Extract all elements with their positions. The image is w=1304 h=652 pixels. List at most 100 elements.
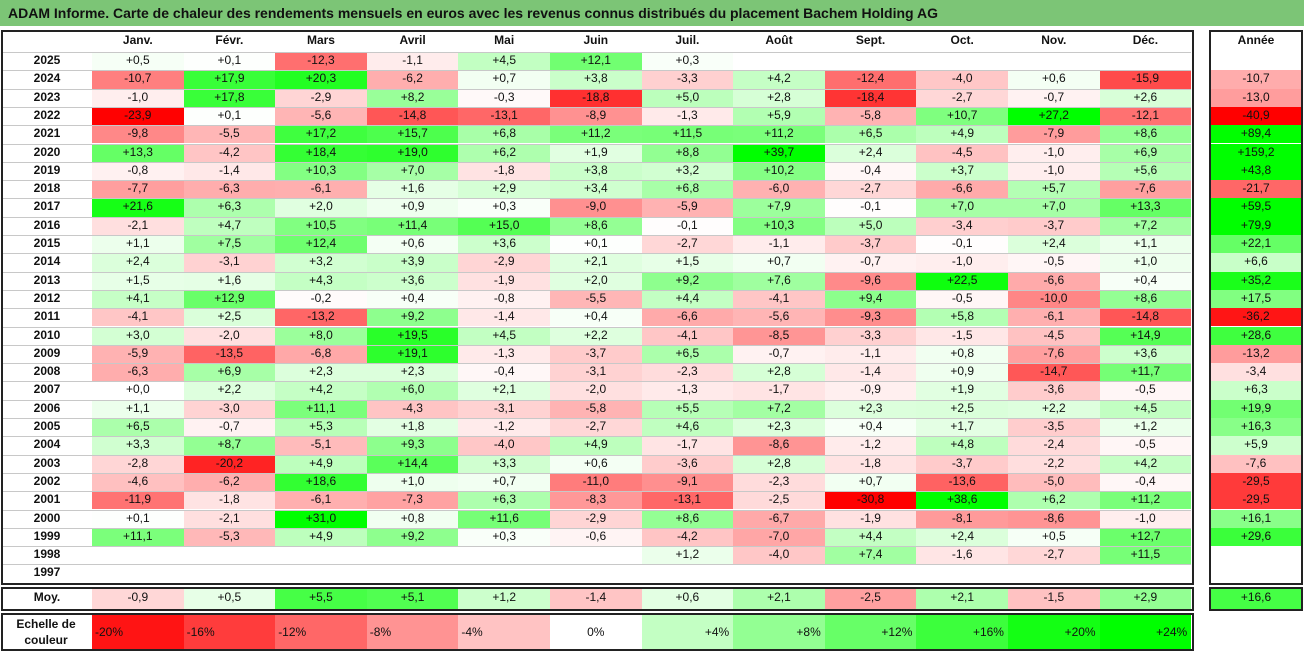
heatmap-cell: -6,7: [733, 509, 825, 528]
heatmap-cell: -4,0: [458, 436, 550, 455]
month-header: Juin: [583, 33, 609, 47]
month-header: Avril: [399, 33, 426, 47]
heatmap-cell: -8,6: [733, 436, 825, 455]
heatmap-cell: +5,9: [733, 106, 825, 126]
heatmap-cell: -0,1: [916, 235, 1008, 254]
year-label: 2015: [33, 236, 61, 250]
year-label: 2007: [33, 382, 61, 397]
heatmap-cell: +7,2: [733, 399, 825, 418]
heatmap-cell: +20,3: [275, 70, 367, 89]
heatmap-cell: [1008, 52, 1100, 71]
heatmap-cell: -6,3: [92, 363, 184, 382]
heatmap-cell: +1,2: [641, 546, 734, 565]
heatmap-cell: +0,4: [824, 418, 917, 437]
gridline: [2, 308, 1192, 310]
heatmap-cell: +2,3: [366, 363, 459, 382]
heatmap-cell: -1,0: [916, 253, 1008, 272]
year-label: 2009: [33, 345, 61, 360]
gridline: [2, 418, 1192, 419]
year-label: 2003: [33, 455, 61, 470]
heatmap-cell: -1,7: [641, 436, 734, 455]
heatmap-cell: -0,5: [916, 289, 1008, 309]
annual-cell: -21,7: [1211, 180, 1301, 199]
heatmap-cell: +3,0: [92, 326, 184, 345]
heatmap-cell: -1,6: [916, 546, 1008, 565]
annual-cell: +89,4: [1211, 125, 1301, 144]
gridline: [2, 454, 1192, 456]
heatmap-cell: -12,4: [824, 70, 917, 89]
gridline: [2, 564, 1192, 566]
heatmap-cell: [550, 564, 642, 583]
heatmap-cell: +8,6: [641, 509, 734, 528]
heatmap-cell: +4,5: [458, 326, 550, 345]
heatmap-cell: -3,1: [550, 363, 642, 382]
heatmap-cell: +1,9: [550, 143, 642, 162]
heatmap-cell: +8,8: [641, 143, 734, 162]
gridline: [2, 436, 1192, 438]
heatmap-cell: +14,9: [1099, 326, 1192, 345]
month-header: Août: [765, 33, 793, 47]
heatmap-cell: +2,8: [733, 363, 825, 382]
heatmap-cell: +5,3: [275, 418, 367, 437]
heatmap-cell: +18,6: [275, 472, 367, 492]
month-header: Janv.: [122, 33, 153, 47]
heatmap-cell: +1,2: [1099, 418, 1192, 437]
heatmap-cell: +31,0: [275, 509, 367, 528]
heatmap-cell: +1,7: [916, 418, 1008, 437]
gridline: [2, 399, 1192, 401]
heatmap-cell: +2,1: [458, 381, 550, 400]
heatmap-cell: -4,1: [92, 308, 184, 327]
heatmap-cell: +0,5: [1008, 527, 1100, 547]
heatmap-cell: +10,3: [733, 216, 825, 235]
heatmap-cell: -20,2: [183, 454, 276, 473]
heatmap-cell: -4,5: [916, 143, 1008, 162]
heatmap-cell: +4,4: [641, 289, 734, 309]
heatmap-cell: -2,3: [733, 472, 825, 492]
heatmap-cell: -7,0: [733, 527, 825, 547]
heatmap-cell: -13,6: [916, 472, 1008, 492]
year-label: 2021: [33, 126, 61, 141]
heatmap-cell: +13,3: [92, 143, 184, 162]
heatmap-cell: +6,8: [458, 125, 550, 144]
heatmap-cell: +3,8: [550, 70, 642, 89]
heatmap-cell: +4,2: [275, 381, 367, 400]
year-label: 1998: [33, 547, 61, 562]
heatmap-cell: +19,1: [366, 344, 459, 364]
heatmap-cell: -0,7: [824, 253, 917, 272]
year-label: 2014: [33, 254, 61, 269]
heatmap-cell: -9,8: [92, 125, 184, 144]
heatmap-cell: -23,9: [92, 106, 184, 126]
heatmap-cell: -1,4: [183, 161, 276, 181]
heatmap-cell: +1,1: [92, 399, 184, 418]
heatmap-cell: +11,2: [550, 125, 642, 144]
annual-cell: +35,2: [1211, 271, 1301, 290]
scale-step: -16%: [183, 614, 276, 649]
annual-cell: +16,3: [1211, 418, 1301, 437]
heatmap-cell: +12,4: [275, 235, 367, 254]
heatmap-cell: +11,5: [1099, 546, 1192, 565]
heatmap-cell: +4,2: [1099, 454, 1192, 473]
heatmap-cell: -5,5: [550, 289, 642, 309]
gridline: [2, 143, 1192, 145]
heatmap-cell: -3,4: [916, 216, 1008, 235]
heatmap-cell: +9,2: [641, 271, 734, 290]
heatmap-cell: [916, 564, 1008, 583]
heatmap-cell: [366, 564, 459, 583]
heatmap-cell: -2,7: [824, 180, 917, 199]
heatmap-cell: +0,6: [366, 235, 459, 254]
gridline: [2, 344, 1192, 346]
heatmap-cell: +7,6: [733, 271, 825, 290]
average-cell: -1,5: [1008, 588, 1100, 609]
heatmap-cell: +0,9: [366, 198, 459, 217]
heatmap-cell: [733, 52, 825, 71]
heatmap-cell: +11,5: [641, 125, 734, 144]
heatmap-cell: +7,4: [824, 546, 917, 565]
heatmap-cell: -1,0: [1008, 143, 1100, 162]
heatmap-cell: -2,1: [183, 509, 276, 528]
heatmap-cell: -5,3: [183, 527, 276, 547]
heatmap-cell: -13,5: [183, 344, 276, 364]
heatmap-cell: +5,0: [824, 216, 917, 235]
month-header: Mai: [494, 33, 515, 47]
gridline: [2, 363, 1192, 365]
heatmap-cell: +2,9: [458, 180, 550, 199]
